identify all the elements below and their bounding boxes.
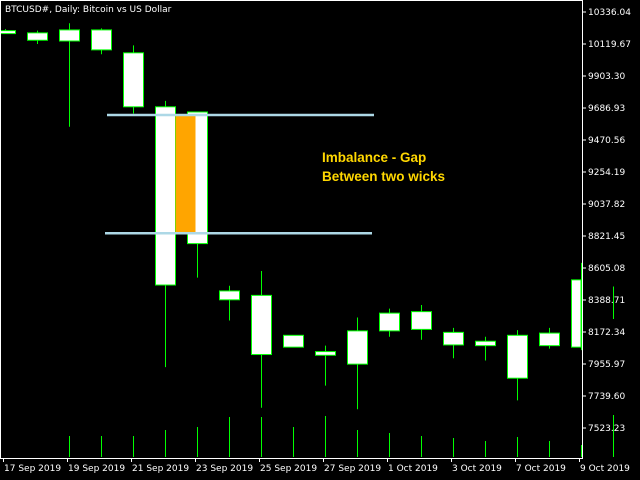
candle	[379, 308, 400, 337]
time-tick-label: 23 Sep 2019	[196, 464, 253, 474]
price-tick-label: 8821.45	[588, 232, 625, 242]
time-tick-label: 7 Oct 2019	[516, 464, 566, 474]
candle	[411, 304, 432, 340]
annotation-line-1: Imbalance - Gap	[322, 150, 426, 165]
price-tick-label: 7955.97	[588, 360, 625, 370]
price-tick-label: 10119.67	[588, 40, 631, 50]
candle-body	[571, 279, 582, 348]
candle	[347, 317, 368, 410]
price-tick-label: 10336.04	[588, 8, 631, 18]
time-tick-label: 3 Oct 2019	[452, 464, 502, 474]
candle-body	[443, 331, 464, 346]
candle	[123, 45, 144, 114]
time-tick-label: 27 Sep 2019	[324, 464, 381, 474]
imbalance-gap	[105, 113, 374, 235]
volume-histogram	[69, 415, 614, 457]
candle	[315, 345, 336, 386]
price-tick-label: 9254.19	[588, 168, 625, 178]
candle-body	[59, 29, 80, 42]
candle-body	[347, 330, 368, 365]
price-axis: 10336.04 10119.67 9903.30 9686.93 9470.56 925…	[582, 8, 631, 434]
price-tick-label: 8172.34	[588, 328, 625, 338]
candle-body	[411, 311, 432, 330]
candle-body	[27, 32, 48, 41]
time-tick-label: 1 Oct 2019	[388, 464, 438, 474]
imbalance-fill	[175, 114, 196, 234]
candle	[571, 262, 582, 351]
candle	[251, 270, 272, 408]
candle	[539, 327, 560, 349]
candle	[443, 327, 464, 359]
candle	[283, 334, 304, 348]
candle-body	[251, 294, 272, 356]
candle-body	[283, 334, 304, 348]
time-tick-label: 21 Sep 2019	[132, 464, 189, 474]
price-tick-label: 7523.23	[588, 424, 625, 434]
candle-body	[539, 332, 560, 347]
price-tick-label: 8388.71	[588, 296, 625, 306]
candle-body	[219, 290, 240, 301]
candle-body	[379, 312, 400, 332]
chart-title: BTCUSD#, Daily: Bitcoin vs US Dollar	[5, 5, 172, 15]
candle-body	[0, 30, 16, 35]
price-tick-label: 9037.82	[588, 200, 625, 210]
candle-body	[91, 29, 112, 51]
price-tick-label: 7739.60	[588, 392, 625, 402]
candle	[475, 336, 496, 361]
candle-body	[507, 334, 528, 379]
candle-body	[123, 52, 144, 108]
price-tick-label: 8605.08	[588, 264, 625, 274]
time-tick-label: 9 Oct 2019	[580, 464, 630, 474]
candle	[155, 100, 176, 368]
candle	[27, 30, 48, 44]
price-tick-label: 9686.93	[588, 104, 625, 114]
candle	[59, 23, 80, 127]
price-tick-label: 9470.56	[588, 136, 625, 146]
candle	[507, 330, 528, 401]
price-tick-label: 9903.30	[588, 72, 625, 82]
candle	[219, 285, 240, 321]
time-tick-label: 19 Sep 2019	[68, 464, 125, 474]
time-axis: 17 Sep 2019 19 Sep 2019 21 Sep 2019 23 Sep …	[3, 458, 630, 474]
annotation-line-2: Between two wicks	[322, 169, 445, 184]
candle-body	[475, 340, 496, 347]
plot-frame	[0, 0, 583, 459]
candle-body	[155, 106, 176, 286]
time-tick-label: 17 Sep 2019	[4, 464, 61, 474]
time-tick-label: 25 Sep 2019	[260, 464, 317, 474]
candle-body	[315, 351, 336, 356]
candle	[91, 28, 112, 55]
candle	[0, 29, 16, 35]
